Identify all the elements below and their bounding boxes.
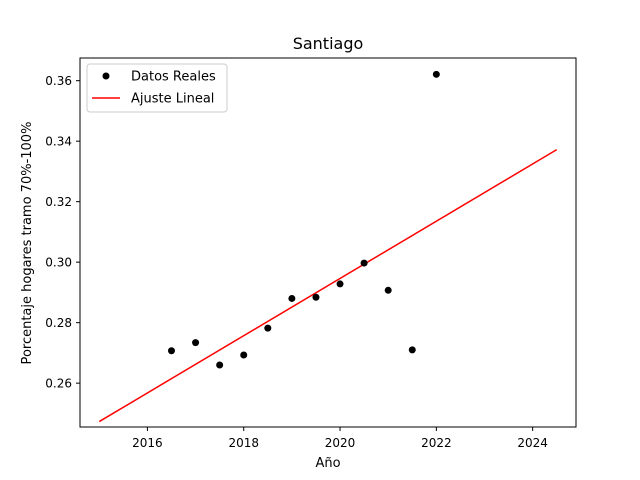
x-tick-label: 2020 (325, 436, 356, 450)
x-tick-label: 2018 (228, 436, 259, 450)
data-point (264, 324, 272, 332)
y-tick-label: 0.28 (45, 316, 72, 330)
data-point (192, 339, 200, 347)
data-point (312, 293, 320, 301)
y-axis: 0.26 0.28 0.30 0.32 0.34 0.36 (45, 74, 80, 391)
y-tick-label: 0.32 (45, 195, 72, 209)
data-point (336, 280, 344, 288)
y-tick-label: 0.30 (45, 256, 72, 270)
legend-box (86, 63, 228, 113)
data-point (240, 351, 248, 359)
x-tick-label: 2016 (132, 436, 163, 450)
x-axis: 2016 2018 2020 2022 2024 (132, 427, 548, 450)
legend-label-datos-reales: Datos Reales (131, 70, 216, 85)
data-point (408, 346, 416, 354)
y-tick-label: 0.34 (45, 135, 72, 149)
data-point (384, 286, 392, 294)
legend-label-ajuste-lineal: Ajuste Lineal (131, 92, 214, 107)
y-tick-label: 0.26 (45, 377, 72, 391)
x-tick-label: 2022 (421, 436, 452, 450)
fit-line (98, 149, 558, 423)
data-point (216, 361, 224, 369)
x-axis-label: Año (315, 456, 340, 471)
legend-marker-datos-reales (102, 72, 110, 80)
plot-frame (79, 57, 577, 428)
x-tick-label: 2024 (517, 436, 548, 450)
data-point (432, 70, 440, 78)
plot-area (98, 70, 558, 423)
chart-title: Santiago (293, 34, 364, 53)
data-point (288, 294, 296, 302)
legend: Datos Reales Ajuste Lineal (86, 63, 228, 113)
data-point (360, 259, 368, 267)
y-tick-label: 0.36 (45, 74, 72, 88)
y-axis-label: Porcentaje hogares tramo 70%-100% (20, 122, 35, 365)
data-point (167, 347, 175, 355)
